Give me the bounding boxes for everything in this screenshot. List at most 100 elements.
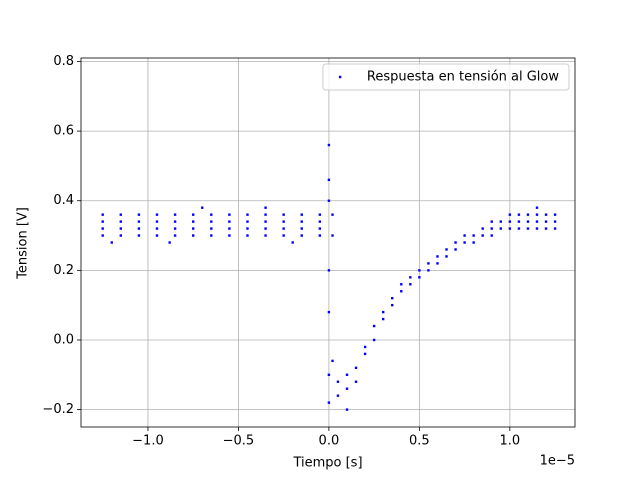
point <box>331 234 334 237</box>
point <box>191 213 195 216</box>
point <box>119 213 123 216</box>
point <box>300 234 303 237</box>
point <box>110 241 113 244</box>
point <box>228 220 231 223</box>
point <box>336 394 340 397</box>
point <box>327 199 331 202</box>
point <box>363 345 367 349</box>
point <box>454 241 457 244</box>
point <box>526 213 530 216</box>
point <box>490 227 493 230</box>
point <box>454 248 457 251</box>
point <box>372 338 376 342</box>
point <box>436 262 439 265</box>
point <box>264 227 267 230</box>
point <box>318 213 322 216</box>
point <box>137 213 141 216</box>
point <box>318 220 322 223</box>
point <box>155 234 159 237</box>
point <box>201 206 204 209</box>
point <box>463 234 466 237</box>
point <box>526 227 530 230</box>
point <box>508 213 512 216</box>
point <box>391 303 394 307</box>
point <box>173 220 177 223</box>
point <box>327 373 331 376</box>
x-axis-label: Tiempo [s] <box>292 456 362 471</box>
point <box>336 380 340 383</box>
point <box>264 234 267 237</box>
point <box>481 227 484 230</box>
point <box>168 241 171 244</box>
point <box>191 220 195 223</box>
point <box>481 234 484 237</box>
point <box>101 213 104 216</box>
point <box>490 234 493 237</box>
point <box>499 220 503 223</box>
point <box>101 234 104 237</box>
point <box>327 401 331 404</box>
point <box>553 213 557 216</box>
point <box>282 220 285 223</box>
point <box>137 234 141 237</box>
point <box>331 213 334 216</box>
point <box>391 296 394 300</box>
legend-marker <box>338 75 342 79</box>
plot-frame <box>80 57 576 428</box>
point <box>327 269 331 272</box>
point <box>318 234 322 237</box>
point <box>535 213 539 216</box>
point <box>173 227 177 230</box>
y-tick-label: 0.8 <box>53 54 74 69</box>
y-tick-label: 0.0 <box>53 332 74 347</box>
point <box>436 255 439 258</box>
point <box>300 220 303 223</box>
point <box>331 359 334 363</box>
point <box>517 213 521 216</box>
y-tick-label: 0.4 <box>53 193 74 208</box>
point <box>553 220 557 223</box>
point <box>345 373 349 376</box>
point <box>354 366 358 370</box>
point <box>119 220 123 223</box>
x-offset-label: 1e−5 <box>540 454 575 469</box>
point <box>210 234 213 237</box>
point <box>544 227 548 230</box>
point <box>526 220 530 223</box>
y-tick-label: 0.6 <box>53 124 74 139</box>
point <box>354 380 358 383</box>
point <box>173 213 177 216</box>
point <box>535 206 539 209</box>
point <box>400 290 403 293</box>
point <box>418 276 421 279</box>
point <box>246 213 249 216</box>
point <box>282 227 285 230</box>
point <box>246 234 249 237</box>
legend-label: Respuesta en tensión al Glow <box>367 70 559 85</box>
point <box>517 227 521 230</box>
point <box>427 269 430 272</box>
point <box>544 220 548 223</box>
point <box>246 227 249 230</box>
point <box>400 283 403 286</box>
point <box>418 269 421 272</box>
point <box>300 213 303 216</box>
point <box>210 220 213 223</box>
point <box>463 241 466 244</box>
point <box>264 206 267 209</box>
point <box>544 213 548 216</box>
x-tick-label: −0.5 <box>223 434 255 449</box>
point <box>318 227 322 230</box>
point <box>291 241 294 244</box>
point <box>137 220 141 223</box>
point <box>210 213 213 216</box>
point <box>191 234 195 237</box>
point <box>228 227 231 230</box>
point <box>228 234 231 237</box>
y-tick-label: −0.2 <box>42 402 74 417</box>
point <box>228 213 231 216</box>
point <box>264 220 267 223</box>
point <box>517 220 521 223</box>
point <box>427 262 430 265</box>
